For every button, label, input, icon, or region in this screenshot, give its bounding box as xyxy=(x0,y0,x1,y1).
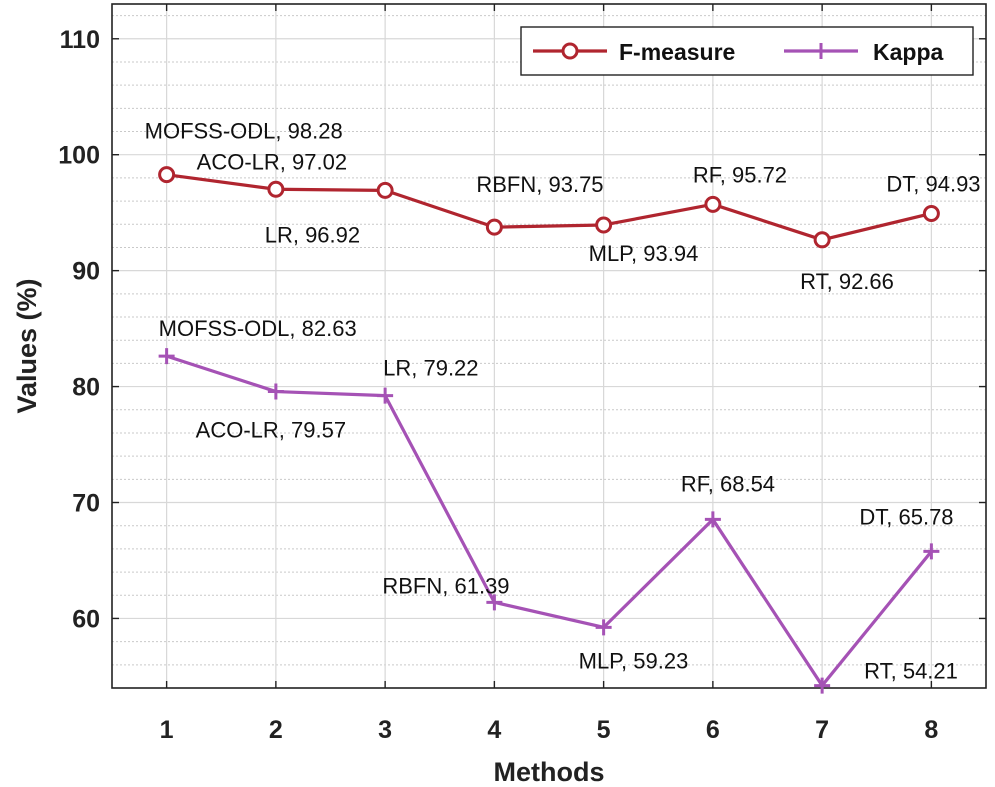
data-point-kappa xyxy=(923,543,940,560)
labels-layer: MOFSS-ODL, 98.28 ACO-LR, 97.02 LR, 96.92 RB… xyxy=(145,119,981,684)
minor-grid xyxy=(112,15,986,689)
y-tick-label: 90 xyxy=(72,258,100,286)
data-point-f-measure xyxy=(704,195,722,213)
x-tick-label: 1 xyxy=(160,716,174,744)
data-label: RT, 92.66 xyxy=(800,269,894,294)
data-label: RBFN, 93.75 xyxy=(476,172,603,197)
data-point-f-measure xyxy=(158,166,176,184)
x-tick-label: 5 xyxy=(597,716,611,744)
data-point-f-measure xyxy=(922,204,940,222)
y-tick-label: 110 xyxy=(60,26,100,54)
data-label: MOFSS-ODL, 82.63 xyxy=(159,316,357,341)
series-layer xyxy=(158,166,940,694)
x-tick-label: 4 xyxy=(487,716,501,744)
plot-frame xyxy=(111,3,987,689)
series-line-kappa xyxy=(166,354,933,688)
x-tick-label: 7 xyxy=(815,716,829,744)
data-point-kappa xyxy=(158,348,175,365)
major-grid xyxy=(112,4,986,688)
data-label: MOFSS-ODL, 98.28 xyxy=(145,119,343,144)
data-point-kappa xyxy=(704,511,721,528)
x-tick-label: 3 xyxy=(378,716,392,744)
data-label: MLP, 93.94 xyxy=(589,241,699,266)
x-tick-label: 6 xyxy=(706,716,720,744)
x-axis-title: Methods xyxy=(494,757,605,787)
legend-label-kappa: Kappa xyxy=(873,39,944,65)
data-point-f-measure xyxy=(595,216,613,234)
data-label: RF, 95.72 xyxy=(693,162,787,187)
data-label: DT, 94.93 xyxy=(886,171,980,196)
y-tick-label: 100 xyxy=(58,142,100,170)
data-label: DT, 65.78 xyxy=(859,504,953,529)
data-label: ACO-LR, 97.02 xyxy=(197,149,347,174)
data-point-kappa xyxy=(595,619,612,636)
data-point-f-measure xyxy=(376,181,394,199)
data-point-kappa xyxy=(814,677,831,694)
data-label: RF, 68.54 xyxy=(681,471,775,496)
y-tick-label: 80 xyxy=(72,374,100,402)
data-label: LR, 79.22 xyxy=(383,356,478,381)
legend-label-f-measure: F-measure xyxy=(619,39,735,65)
x-tick-label: 2 xyxy=(269,716,283,744)
ticks: 60 70 80 90 100 110 1 2 3 4 5 6 7 8 xyxy=(58,4,986,744)
legend-marker-kappa xyxy=(813,43,829,59)
series-line-f-measure xyxy=(166,173,932,242)
data-point-kappa xyxy=(486,594,503,611)
x-tick-label: 8 xyxy=(924,716,938,744)
data-label: LR, 96.92 xyxy=(265,222,360,247)
data-label: ACO-LR, 79.57 xyxy=(196,418,346,443)
data-point-f-measure xyxy=(485,218,503,236)
y-axis-title: Values (%) xyxy=(12,278,42,413)
legend: F-measure Kappa xyxy=(520,26,974,76)
y-tick-label: 60 xyxy=(72,605,100,633)
data-label: RBFN, 61.39 xyxy=(382,573,509,598)
y-tick-label: 70 xyxy=(72,490,100,518)
data-point-kappa xyxy=(377,387,394,404)
data-point-kappa xyxy=(267,383,284,400)
data-label: MLP, 59.23 xyxy=(579,648,689,673)
data-point-f-measure xyxy=(267,180,285,198)
legend-marker-f-measure xyxy=(561,42,579,60)
data-point-f-measure xyxy=(813,231,831,249)
data-label: RT, 54.21 xyxy=(864,659,958,684)
